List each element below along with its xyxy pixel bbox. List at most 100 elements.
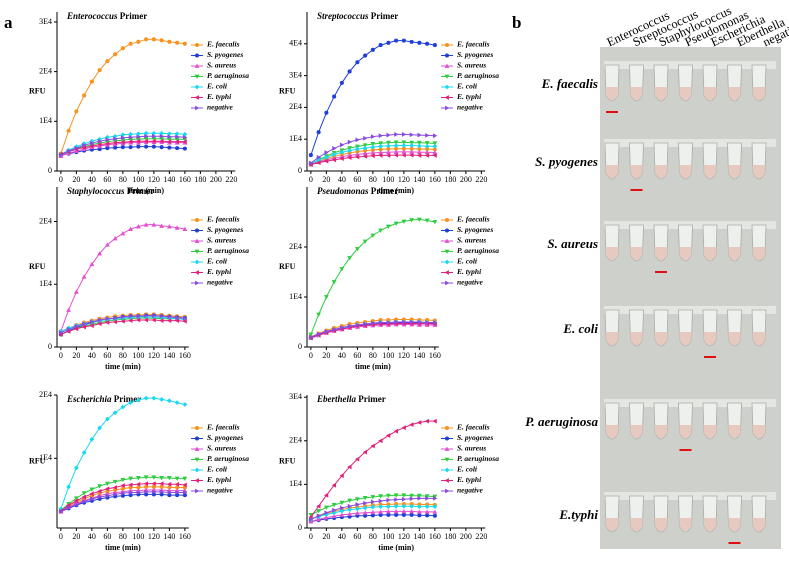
chart-title: Eberthella Primer — [316, 394, 386, 404]
x-tick-label: 100 — [382, 351, 394, 360]
legend-label: E. faecalis — [206, 215, 240, 224]
marker — [444, 467, 450, 473]
marker — [316, 503, 321, 509]
marker — [394, 38, 399, 43]
marker — [89, 140, 95, 146]
marker — [409, 143, 415, 148]
marker — [82, 499, 87, 504]
marker — [66, 502, 71, 508]
marker — [339, 325, 345, 330]
marker — [143, 395, 149, 401]
marker — [128, 226, 134, 231]
marker — [393, 143, 399, 148]
marker — [332, 507, 337, 513]
tube-liquid — [679, 87, 692, 101]
marker — [74, 323, 79, 329]
tube-liquid — [752, 332, 766, 346]
legend-label: E. coli — [456, 465, 478, 474]
marker — [409, 319, 415, 325]
marker — [136, 490, 141, 495]
marker — [120, 483, 125, 488]
marker — [347, 323, 353, 329]
marker — [128, 145, 133, 150]
marker — [331, 502, 337, 508]
marker — [378, 509, 384, 514]
tube-liquid — [728, 165, 741, 179]
marker — [104, 134, 110, 140]
marker — [194, 270, 199, 275]
marker — [409, 140, 415, 146]
marker — [370, 499, 376, 505]
marker — [339, 512, 345, 517]
chart-title: Enterococcus Primer — [66, 11, 147, 21]
marker — [194, 425, 200, 431]
legend-label: E. faecalis — [456, 423, 490, 432]
x-tick-label: 0 — [309, 175, 313, 184]
marker — [120, 314, 126, 320]
marker — [120, 231, 126, 236]
marker — [362, 449, 368, 455]
marker — [378, 150, 384, 155]
legend-label: P. aeruginosa — [457, 246, 499, 255]
marker — [416, 504, 422, 510]
x-tick-label: 80 — [369, 351, 377, 360]
marker — [182, 490, 188, 495]
marker — [182, 131, 188, 137]
marker — [370, 144, 376, 150]
x-axis-label: time (min) — [105, 362, 141, 371]
y-tick-label: 0 — [298, 342, 302, 351]
marker — [401, 493, 407, 498]
marker — [159, 223, 165, 228]
marker — [393, 149, 399, 154]
marker — [409, 509, 415, 514]
tube-liquid — [728, 332, 741, 346]
marker — [385, 504, 391, 510]
marker — [424, 418, 430, 424]
marker — [363, 500, 368, 506]
marker — [339, 505, 345, 511]
marker — [194, 478, 199, 483]
marker — [128, 313, 134, 319]
tube-liquid — [728, 518, 741, 532]
marker — [370, 150, 376, 155]
marker — [166, 398, 172, 404]
marker — [73, 326, 79, 332]
marker — [354, 154, 360, 160]
marker — [151, 489, 157, 495]
x-tick-label: 60 — [353, 175, 361, 184]
marker — [73, 144, 79, 150]
marker — [370, 320, 376, 326]
marker — [386, 497, 391, 503]
tube-liquid — [752, 247, 766, 261]
legend-label: S. aureus — [457, 444, 486, 453]
marker — [113, 145, 118, 150]
marker — [370, 47, 375, 52]
marker — [409, 152, 414, 158]
marker — [347, 464, 352, 470]
marker — [112, 485, 118, 490]
row-label: E. coli — [562, 321, 598, 336]
marker — [81, 491, 87, 496]
marker — [105, 316, 110, 322]
marker — [167, 485, 172, 490]
marker — [151, 313, 157, 319]
x-tick-label: 0 — [59, 532, 63, 541]
marker — [425, 513, 430, 518]
marker — [159, 145, 164, 150]
marker — [432, 153, 437, 158]
marker — [370, 142, 376, 147]
marker — [81, 274, 87, 279]
marker — [370, 513, 375, 518]
marker — [370, 495, 376, 500]
marker — [393, 428, 399, 434]
marker — [401, 509, 407, 514]
marker — [432, 150, 438, 155]
marker — [97, 147, 102, 152]
marker — [347, 507, 353, 513]
x-tick-label: 160 — [179, 351, 191, 360]
marker — [339, 267, 345, 272]
marker — [143, 481, 149, 487]
marker — [432, 495, 438, 501]
marker — [331, 513, 337, 519]
marker — [331, 152, 337, 157]
